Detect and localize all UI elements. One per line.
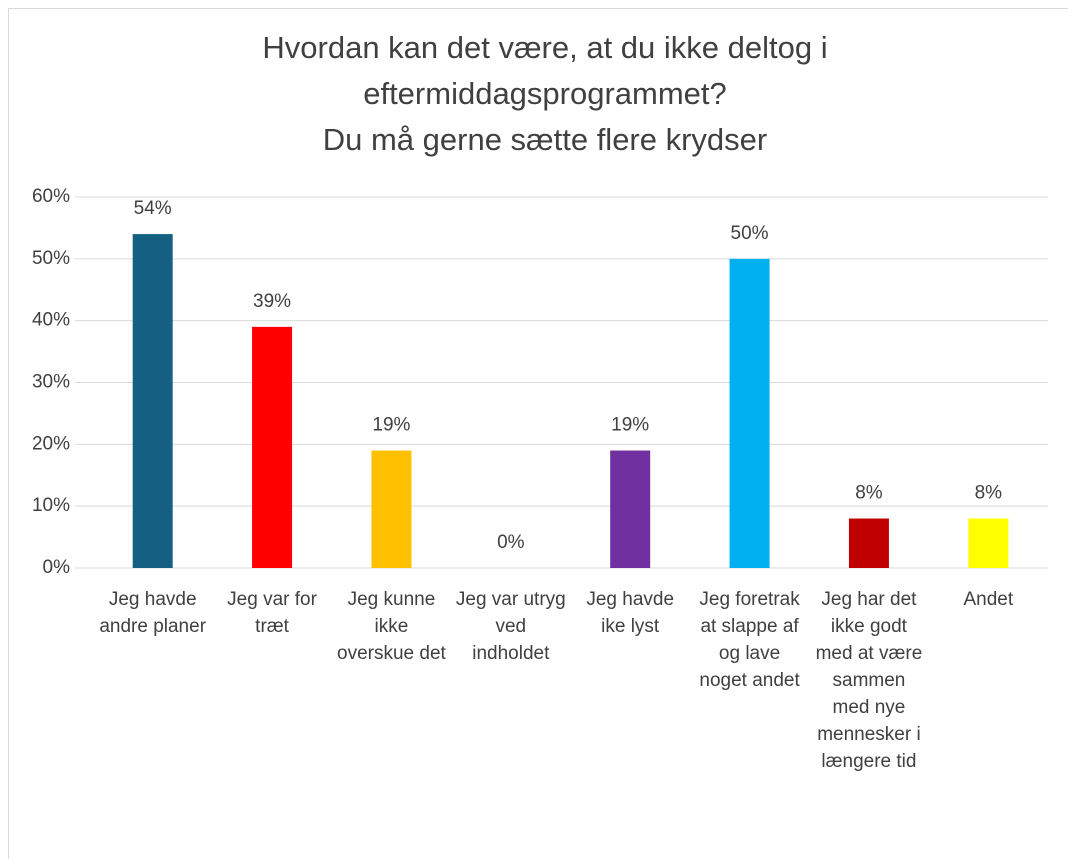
bar	[371, 450, 412, 568]
bar	[610, 450, 651, 568]
data-label: 8%	[855, 483, 883, 504]
bar	[848, 518, 889, 568]
x-tick-label: Jeg foretrak at slappe af og lave noget and…	[699, 589, 800, 691]
x-tick-label: Jeg har det ikke godt med at være sammen med…	[816, 589, 923, 772]
x-tick-label: Jeg var utryg ved indholdet	[456, 589, 566, 664]
y-tick-label: 50%	[32, 248, 70, 269]
y-tick-label: 40%	[32, 310, 70, 331]
chart-subtitle: Du må gerne sætte flere krydser	[323, 122, 768, 157]
data-label: 8%	[975, 483, 1003, 504]
x-tick-label: Andet	[963, 589, 1013, 610]
y-tick-label: 30%	[32, 372, 70, 393]
y-tick-label: 0%	[43, 557, 71, 578]
bar	[132, 234, 173, 568]
data-label: 19%	[611, 415, 649, 436]
x-tick-label: Jeg kunne ikke overskue det	[337, 589, 447, 664]
bar	[729, 258, 770, 568]
chart-border	[8, 8, 1068, 859]
data-label: 19%	[372, 415, 410, 436]
bar	[968, 518, 1009, 568]
x-tick-label: Jeg havde ike lyst	[586, 589, 674, 637]
data-label: 0%	[497, 532, 525, 553]
bar	[252, 326, 293, 568]
x-tick-label: Jeg havde andre planer	[99, 589, 206, 637]
chart-title: Hvordan kan det være, at du ikke deltog …	[262, 30, 827, 111]
data-label: 54%	[134, 198, 172, 219]
y-tick-label: 60%	[32, 186, 70, 207]
x-tick-label: Jeg var for træt	[227, 589, 317, 637]
y-tick-label: 20%	[32, 433, 70, 454]
y-tick-label: 10%	[32, 495, 70, 516]
data-label: 50%	[731, 223, 769, 244]
data-label: 39%	[253, 291, 291, 312]
